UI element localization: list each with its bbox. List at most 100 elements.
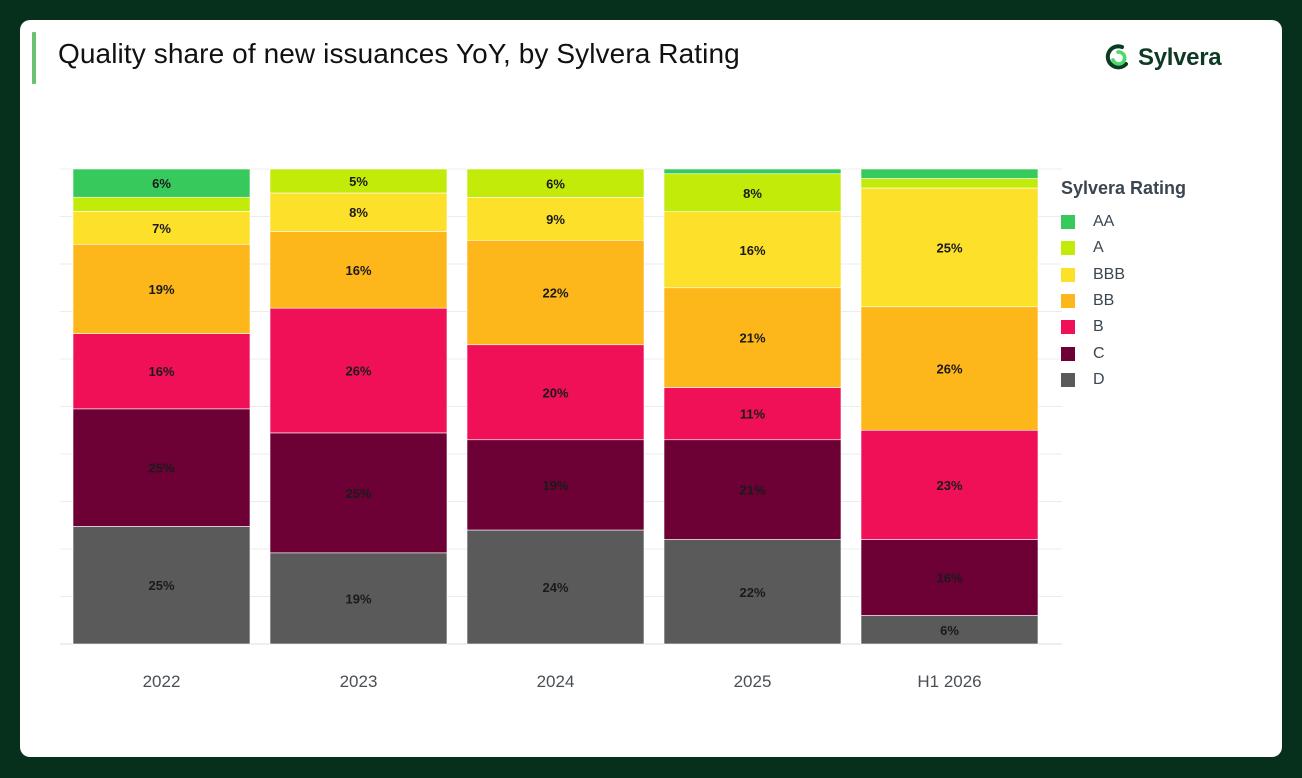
data-label: 25% xyxy=(345,486,371,501)
bar-segment-bbb-2022 xyxy=(72,211,251,245)
data-label: 6% xyxy=(152,176,171,191)
bar-segment-aa-h1-2026 xyxy=(860,168,1039,179)
logo-text: Sylvera xyxy=(1138,44,1222,71)
legend-item-aa: AA xyxy=(1061,209,1186,235)
legend-item-a: A xyxy=(1061,235,1186,261)
bar-segment-bb-2025 xyxy=(663,287,842,388)
data-label: 19% xyxy=(148,282,174,297)
data-label: 8% xyxy=(349,205,368,220)
bar-segment-b-2025 xyxy=(663,387,842,441)
legend-item-bb: BB xyxy=(1061,288,1186,314)
legend-label: BBB xyxy=(1093,265,1126,283)
legend-label: A xyxy=(1093,239,1104,257)
bar-segment-b-h1-2026 xyxy=(860,429,1039,540)
legend-swatch xyxy=(1061,372,1075,387)
legend-label: AA xyxy=(1093,213,1115,231)
legend-item-c: C xyxy=(1061,340,1186,366)
bar-segment-b-2024 xyxy=(466,344,645,441)
bar-segment-c-2022 xyxy=(72,408,251,527)
data-label: 22% xyxy=(739,585,765,600)
data-label: 19% xyxy=(345,591,371,606)
data-label: 16% xyxy=(739,243,765,258)
bar-segment-a-h1-2026 xyxy=(860,178,1039,189)
bar-segment-bb-2023 xyxy=(269,231,448,309)
data-label: 19% xyxy=(542,478,568,493)
bar-segment-a-2024 xyxy=(466,168,645,198)
legend-item-b: B xyxy=(1061,314,1186,340)
data-label: 21% xyxy=(739,331,765,346)
bar-segment-bb-2024 xyxy=(466,239,645,346)
data-label: 25% xyxy=(936,240,962,255)
data-label: 23% xyxy=(936,478,962,493)
legend-swatch xyxy=(1061,320,1075,335)
bar-segment-a-2025 xyxy=(663,173,842,213)
bar-segment-d-2022 xyxy=(72,526,251,645)
bar-segment-c-h1-2026 xyxy=(860,539,1039,616)
x-tick-label: H1 2026 xyxy=(917,672,981,691)
bar-segment-a-2023 xyxy=(269,168,448,194)
bar-labels: 25% 25% 16% 19% 7% 6% 19% 25% 26% 16% 8% 5% 24% 19% 20… xyxy=(148,174,962,638)
legend-swatch xyxy=(1061,294,1075,309)
x-tick-label: 2025 xyxy=(734,672,772,691)
legend: Sylvera Rating AA A BBB BB B C D xyxy=(1061,178,1186,393)
data-label: 20% xyxy=(542,385,568,400)
data-label: 6% xyxy=(940,623,959,638)
legend-swatch xyxy=(1061,241,1075,256)
legend-label: BB xyxy=(1093,292,1115,310)
bar-segment-d-h1-2026 xyxy=(860,615,1039,645)
bar-segment-aa-2022 xyxy=(72,168,251,198)
data-label: 25% xyxy=(148,461,174,476)
bar-segment-b-2023 xyxy=(269,307,448,434)
bar-segment-c-2025 xyxy=(663,439,842,540)
bar-segment-bbb-2024 xyxy=(466,197,645,241)
data-label: 16% xyxy=(936,571,962,586)
chart-title: Quality share of new issuances YoY, by S… xyxy=(58,38,740,69)
bar-segment-c-2023 xyxy=(269,432,448,554)
legend-swatch xyxy=(1061,215,1075,230)
data-label: 16% xyxy=(345,263,371,278)
legend-swatch xyxy=(1061,267,1075,282)
legend-title: Sylvera Rating xyxy=(1061,178,1187,198)
data-label: 22% xyxy=(542,286,568,301)
bar-segment-bb-h1-2026 xyxy=(860,306,1039,431)
legend-swatch xyxy=(1061,346,1075,361)
data-label: 26% xyxy=(936,362,962,377)
data-label: 26% xyxy=(345,364,371,379)
legend-item-d: D xyxy=(1061,367,1186,393)
legend-item-bbb: BBB xyxy=(1061,262,1186,288)
title-accent-bar xyxy=(32,32,36,84)
legend-label: D xyxy=(1093,370,1105,388)
bar-segment-bbb-2025 xyxy=(663,211,842,289)
bar-segment-bb-2022 xyxy=(72,243,251,334)
bar-segment-b-2022 xyxy=(72,333,251,410)
bar-segment-a-2022 xyxy=(72,196,251,212)
data-label: 6% xyxy=(546,176,565,191)
x-tick-label: 2023 xyxy=(340,672,378,691)
data-label: 25% xyxy=(148,578,174,593)
data-label: 9% xyxy=(546,212,565,227)
x-tick-label: 2024 xyxy=(537,672,575,691)
bar-segment-c-2024 xyxy=(466,439,645,531)
bar-segment-bbb-h1-2026 xyxy=(860,187,1039,308)
bars xyxy=(72,168,1039,645)
legend-label: B xyxy=(1093,318,1104,336)
bar-segment-d-2023 xyxy=(269,552,448,645)
x-axis-ticks: 2022 2023 2024 2025 H1 2026 xyxy=(143,672,982,691)
data-label: 16% xyxy=(148,364,174,379)
bar-segment-bbb-2023 xyxy=(269,192,448,232)
bar-segment-aa-2025 xyxy=(663,168,842,175)
data-label: 7% xyxy=(152,221,171,236)
data-label: 21% xyxy=(739,483,765,498)
data-label: 5% xyxy=(349,174,368,189)
data-label: 24% xyxy=(542,580,568,595)
bar-segment-d-2025 xyxy=(663,539,842,645)
sylvera-logo: Sylvera xyxy=(1104,40,1222,76)
bar-segment-d-2024 xyxy=(466,529,645,645)
data-label: 8% xyxy=(743,186,762,201)
legend-items: AA A BBB BB B C D xyxy=(1061,209,1186,393)
legend-label: C xyxy=(1093,344,1105,362)
sylvera-logo-icon xyxy=(1105,44,1128,70)
data-label: 11% xyxy=(740,407,766,422)
x-tick-label: 2022 xyxy=(143,672,181,691)
